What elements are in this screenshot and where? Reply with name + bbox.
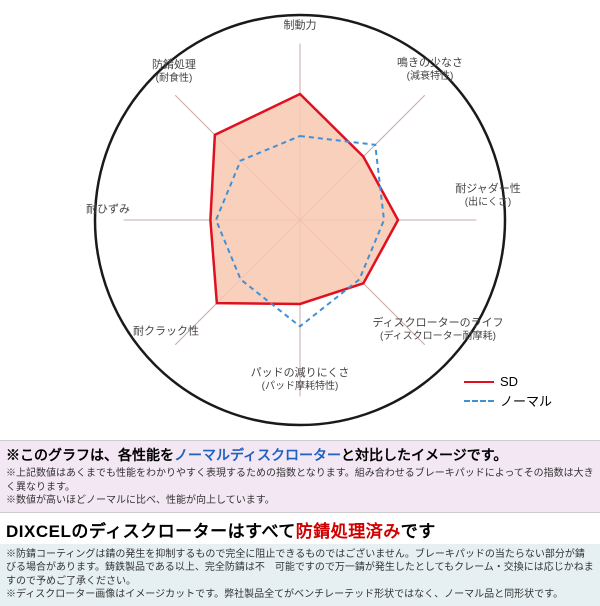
comparison-note-1: ※上記数値はあくまでも性能をわかりやすく表現するための指数となります。組み合わせ… — [6, 467, 594, 494]
brand-title: DIXCELのディスクローターはすべて防錆処理済みです — [0, 513, 600, 544]
axis-label: ディスクローターのライフ(ディスクローター耐摩耗) — [372, 317, 503, 343]
legend-label-normal: ノーマル — [500, 391, 552, 410]
comparison-note-block: ※このグラフは、各性能をノーマルディスクローターと対比したイメージです。 ※上記… — [0, 440, 600, 513]
radar-chart-container: 制動力鳴きの少なさ(減衰特性) 耐ジャダー性(出にくさ) ディスクローターのライフ(… — [0, 0, 600, 440]
axis-label: 鳴きの少なさ(減衰特性) — [397, 57, 463, 83]
axis-label: パッドの減りにくさ(パッド摩耗特性) — [251, 367, 350, 393]
legend-label-sd: SD — [500, 374, 518, 389]
axis-label: 制動力 — [284, 19, 317, 32]
legend-item-sd: SD — [464, 374, 552, 389]
comparison-note-2: ※数値が高いほどノーマルに比べ、性能が向上しています。 — [6, 494, 594, 508]
rust-note-1: ※防錆コーティングは錆の発生を抑制するもので完全に阻止できるものではございません… — [6, 548, 594, 589]
comparison-title: ※このグラフは、各性能をノーマルディスクローターと対比したイメージです。 — [6, 445, 594, 465]
chart-legend: SD ノーマル — [464, 374, 552, 412]
rust-note-2: ※ディスクローター画像はイメージカットです。弊社製品全てがベンチレーテッド形状で… — [6, 588, 594, 602]
rust-note-block: ※防錆コーティングは錆の発生を抑制するもので完全に阻止できるものではございません… — [0, 544, 600, 606]
legend-item-normal: ノーマル — [464, 391, 552, 410]
axis-label: 耐ジャダー性(出にくさ) — [455, 183, 520, 209]
axis-label: 耐クラック性 — [133, 325, 199, 338]
axis-label: 耐ひずみ — [86, 203, 130, 216]
axis-label: 防錆処理(耐食性) — [152, 59, 196, 85]
